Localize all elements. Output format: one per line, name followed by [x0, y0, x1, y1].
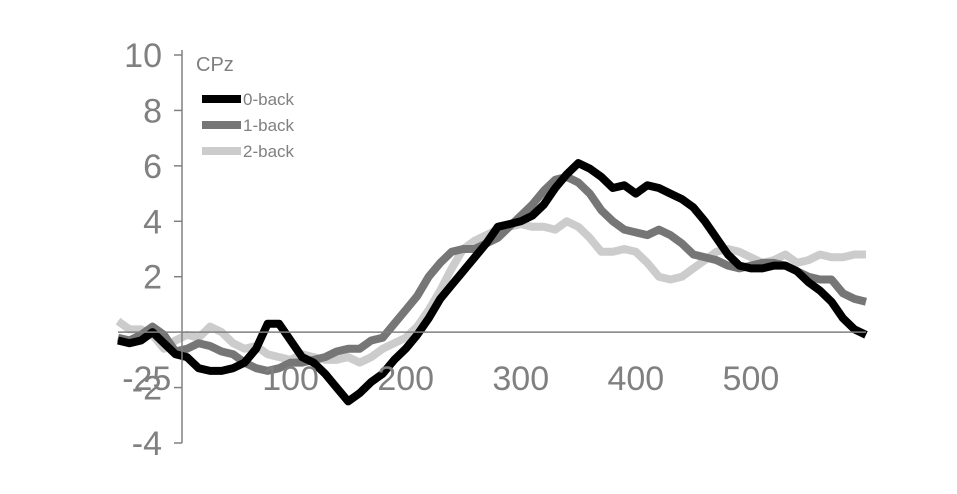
- y-tick-label: 6: [143, 148, 162, 186]
- y-tick-label: 8: [143, 92, 162, 130]
- axes: [118, 50, 866, 443]
- series-layer: [115, 159, 868, 406]
- legend: 0-back 1-back 2-back: [202, 90, 295, 161]
- x-tick-label: -25: [122, 360, 171, 398]
- x-tick-label: 100: [262, 360, 319, 398]
- legend-label: 2-back: [243, 142, 295, 161]
- y-tick-label: 4: [143, 203, 162, 241]
- y-tick-label: -2: [132, 370, 162, 408]
- x-ticks: -25 100 200 300 400 500: [122, 360, 779, 398]
- series-line-0-back: [117, 159, 868, 406]
- legend-label: 0-back: [243, 90, 295, 109]
- y-tick-label: 2: [143, 259, 162, 297]
- x-tick-label: 200: [377, 360, 434, 398]
- y-tick-label: -4: [132, 425, 162, 463]
- y-ticks: 10 8 6 4 2 -2 -4: [124, 37, 182, 463]
- x-tick-label: 300: [492, 360, 549, 398]
- x-tick-label: 500: [723, 360, 780, 398]
- x-tick-label: 400: [607, 360, 664, 398]
- y-tick-label: 10: [124, 37, 162, 75]
- legend-label: 1-back: [243, 116, 295, 135]
- chart-title: CPz: [196, 54, 234, 76]
